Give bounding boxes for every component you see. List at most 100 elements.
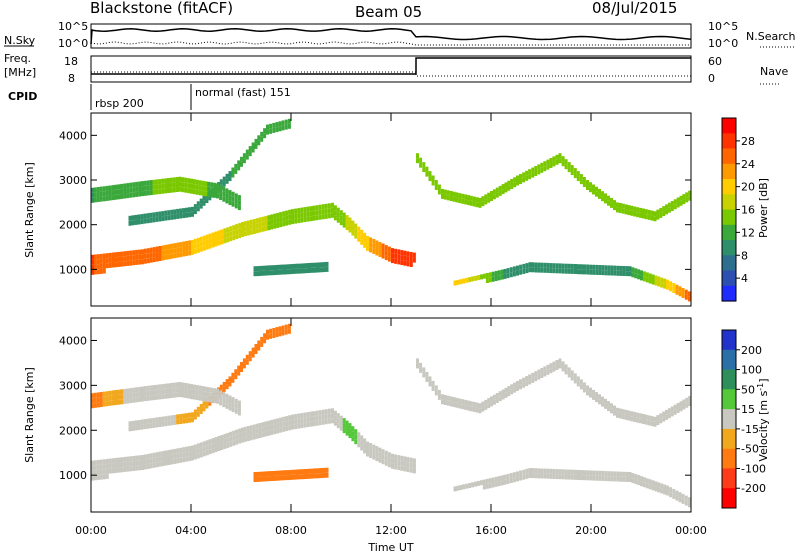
main-cell	[409, 457, 413, 463]
right_low-cell	[637, 274, 641, 280]
upper-cell	[152, 179, 156, 185]
main-cell	[152, 257, 156, 263]
right-cell	[472, 201, 476, 207]
right_low-cell	[561, 268, 565, 274]
main-cell	[267, 420, 271, 426]
upper-cell	[234, 193, 238, 199]
upper-cell	[99, 191, 103, 197]
upper-cell	[126, 193, 130, 199]
right_low-cell	[564, 474, 568, 480]
main-cell	[196, 453, 200, 459]
low-cell	[295, 469, 299, 475]
main-cell	[336, 212, 340, 218]
low-cell	[286, 475, 290, 481]
main-cell	[381, 459, 385, 465]
main-cell	[205, 239, 209, 245]
rising-cell	[222, 181, 226, 187]
upper-cell	[195, 179, 199, 185]
main-cell	[93, 259, 97, 265]
low-cell	[319, 473, 323, 479]
rising-cell	[272, 127, 276, 133]
low-cell	[283, 269, 287, 275]
main-cell	[232, 225, 236, 231]
right_low-cell	[552, 469, 556, 474]
right-cell	[598, 399, 601, 405]
upper-cell	[149, 385, 153, 391]
main-cell	[229, 231, 233, 237]
upper-cell	[219, 400, 223, 406]
main-cell	[152, 452, 156, 458]
right_low-cell	[540, 267, 544, 273]
main-cell	[303, 207, 307, 213]
low-cell	[274, 475, 278, 481]
main-cell	[141, 455, 144, 460]
rising-cell	[140, 214, 144, 220]
main-cell	[205, 445, 209, 451]
main-cell	[261, 216, 265, 222]
low-cell	[289, 269, 293, 275]
right-cell	[546, 364, 550, 370]
rising-cell	[188, 212, 191, 218]
right-cell	[540, 368, 544, 373]
upper-cell	[169, 393, 173, 398]
right-cell	[498, 391, 502, 397]
main-cell	[176, 453, 180, 459]
colorbar-swatch	[722, 240, 736, 256]
power-data-cells	[91, 118, 692, 302]
upper-cell	[123, 183, 127, 189]
right-cell	[604, 403, 607, 409]
right_low-cell	[604, 471, 608, 477]
main-cell	[366, 441, 369, 447]
main-cell	[105, 468, 109, 474]
rising-cell	[134, 420, 138, 426]
rising-cell	[149, 418, 153, 424]
main-cell	[191, 239, 194, 245]
upper-cell	[164, 393, 168, 399]
velocity-colorbar-label-end: ]	[757, 378, 770, 382]
right_low-cell	[607, 476, 611, 482]
main-cell	[258, 217, 262, 223]
right_low-cell	[598, 475, 602, 481]
right_low-cell	[531, 267, 535, 273]
right_low-cell	[651, 279, 655, 285]
main-cell	[135, 460, 139, 466]
right-cell	[434, 390, 438, 396]
main-cell	[176, 252, 180, 258]
right_low-cell	[574, 269, 577, 274]
main-cell	[345, 425, 349, 431]
main-cell	[96, 459, 100, 465]
upper-cell	[161, 178, 165, 184]
right-cell	[461, 198, 465, 204]
upper-cell	[117, 189, 121, 195]
upper-cell	[169, 177, 173, 183]
right_low-cell	[512, 266, 516, 272]
right-cell	[618, 408, 622, 414]
right_low-cell	[684, 289, 688, 295]
main-cell	[182, 447, 186, 453]
right_low-cell	[570, 263, 574, 269]
right-cell	[570, 370, 574, 376]
right-cell	[639, 413, 643, 419]
rising-cell	[161, 416, 165, 422]
right_low-cell	[485, 278, 489, 283]
colorbar-tick-label: 24	[741, 158, 755, 171]
right-cell	[525, 376, 529, 382]
right_low-cell	[654, 275, 658, 281]
upper-cell	[117, 184, 121, 190]
main-cell	[279, 212, 283, 218]
x-tick-label: 08:00	[275, 524, 307, 537]
right_low-cell	[491, 477, 495, 483]
right_low-cell	[598, 265, 602, 270]
right-cell	[621, 203, 625, 209]
main-cell	[412, 257, 416, 263]
main-cell	[158, 461, 162, 467]
right_low-cell	[595, 470, 599, 476]
right-cell	[688, 195, 692, 201]
main-cell	[406, 261, 410, 267]
right_low-cell	[465, 277, 469, 283]
right_low-cell	[622, 476, 626, 482]
main-cell	[273, 213, 277, 219]
upper-cell	[169, 182, 173, 188]
right_low-cell	[589, 269, 593, 275]
